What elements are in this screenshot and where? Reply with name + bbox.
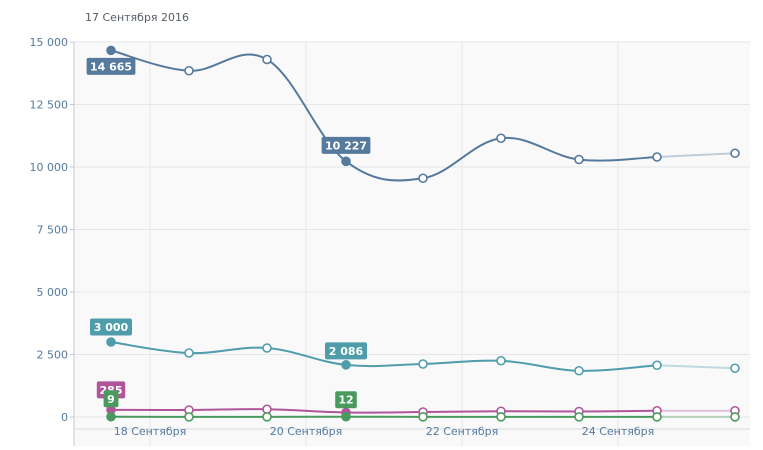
data-point [107,413,115,421]
data-point [419,413,427,421]
data-point [575,367,583,375]
data-label: 2 086 [329,345,364,358]
data-point [497,134,505,142]
x-tick-label: 20 Сентября [270,425,343,438]
data-point [497,413,505,421]
y-tick-label: 5 000 [37,286,69,299]
data-point [653,413,661,421]
data-point [575,413,583,421]
data-point [731,413,739,421]
y-tick-label: 0 [61,411,68,424]
data-point [419,174,427,182]
date-header: 17 Сентября 2016 [85,11,189,24]
data-point [342,361,350,369]
x-tick-label: 22 Сентября [426,425,499,438]
y-tick-label: 12 500 [30,99,69,112]
data-point [342,157,350,165]
y-tick-label: 7 500 [37,224,69,237]
data-point [342,413,350,421]
y-tick-label: 2 500 [37,349,69,362]
data-point [575,156,583,164]
x-tick-label: 18 Сентября [114,425,187,438]
data-point [107,46,115,54]
x-tick-label: 24 Сентября [582,425,655,438]
data-point [419,360,427,368]
data-label: 10 227 [325,139,367,152]
data-point [107,338,115,346]
data-point [185,349,193,357]
data-label: 14 665 [90,60,132,73]
data-point [263,56,271,64]
data-label: 12 [338,394,353,407]
y-tick-label: 15 000 [30,36,69,49]
y-tick-label: 10 000 [30,161,69,174]
data-point [185,67,193,75]
data-point [731,364,739,372]
data-point [263,413,271,421]
data-point [497,357,505,365]
data-point [185,413,193,421]
data-label: 9 [107,393,115,406]
data-point [653,361,661,369]
data-point [653,153,661,161]
data-point [731,149,739,157]
data-point [263,344,271,352]
data-label: 3 000 [94,321,129,334]
plot-background [74,42,750,446]
